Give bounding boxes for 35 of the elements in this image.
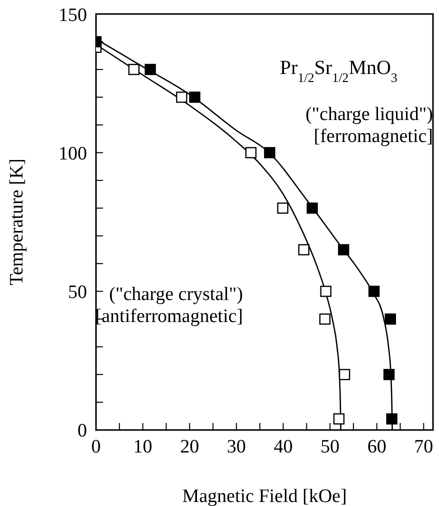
x-tick-label: 10: [133, 436, 152, 458]
point: [320, 286, 332, 297]
point: [368, 286, 380, 297]
point: [176, 92, 188, 103]
x-tick-label: 0: [91, 436, 101, 458]
point: [264, 147, 276, 158]
point: [386, 413, 398, 425]
y-tick-label: 50: [68, 282, 87, 304]
point: [144, 64, 156, 76]
point: [338, 368, 350, 380]
point: [306, 202, 318, 214]
y-tick-label: 0: [78, 420, 87, 442]
point: [319, 313, 330, 325]
x-tick-label: 60: [367, 436, 386, 458]
point: [333, 413, 345, 425]
point: [189, 92, 200, 103]
x-tick-label: 30: [226, 436, 246, 458]
annotation: ("charge liquid") [ferromagnetic]: [305, 104, 433, 147]
text: Pr$_{1/2}$Sr$_{1/2}$MnO$_{3}$: [280, 57, 398, 84]
point: [384, 313, 396, 325]
point: [338, 244, 350, 256]
point: [245, 147, 257, 158]
x-tick-label: 70: [414, 436, 434, 458]
y-tick-label: 100: [58, 143, 87, 164]
x-tick-label: 20: [180, 436, 200, 458]
point: [277, 202, 288, 214]
annotation: ("charge crystal") [antiferromagnetic]: [95, 284, 243, 327]
x-axis-title: Magnetic Field [kOe]: [182, 486, 347, 506]
y-tick-label: 150: [58, 4, 87, 26]
x-tick-label: 50: [320, 436, 340, 458]
point: [128, 64, 140, 76]
point: [298, 244, 310, 256]
x-tick-label: 40: [274, 436, 293, 458]
point: [383, 368, 395, 380]
y-axis-title: Temperature [K]: [6, 158, 28, 286]
